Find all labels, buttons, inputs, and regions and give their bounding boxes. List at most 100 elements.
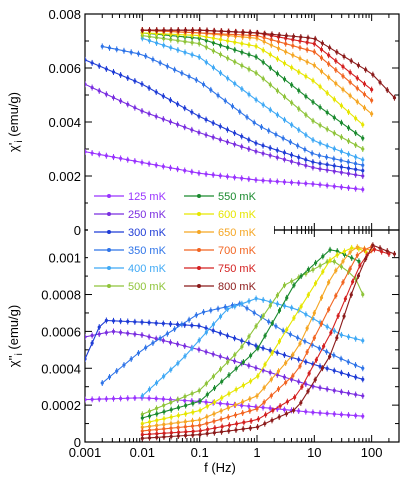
data-point [342, 314, 346, 318]
data-point [268, 300, 272, 304]
y-tick-label-imag: 0.0006 [41, 324, 81, 339]
y-tick-label-real: 0.002 [48, 169, 81, 184]
data-point [233, 413, 238, 417]
data-point [270, 418, 274, 422]
data-point [349, 293, 353, 297]
data-point [268, 348, 272, 352]
data-point [230, 104, 235, 108]
data-point [183, 28, 188, 32]
data-point [248, 409, 252, 413]
data-point [319, 322, 324, 326]
data-point [147, 35, 152, 39]
data-point [204, 326, 208, 330]
data-point [392, 252, 397, 256]
data-point [261, 144, 265, 148]
data-point [348, 80, 352, 84]
data-point [361, 292, 365, 297]
data-point [176, 405, 181, 410]
legend: 125 mK 250 mK 300 mK 350 mK 400 mK 500 mK 550 … [88, 186, 274, 294]
data-point [314, 261, 318, 265]
data-point [204, 38, 208, 43]
data-point [277, 33, 281, 37]
data-point [306, 389, 310, 393]
data-point [176, 397, 180, 402]
data-point [233, 82, 237, 86]
data-point [197, 388, 201, 393]
data-point [212, 431, 216, 435]
data-point [298, 341, 302, 346]
data-point [256, 417, 260, 421]
data-point [261, 103, 265, 107]
data-point [312, 336, 316, 340]
data-point [247, 138, 251, 142]
data-point [318, 105, 322, 109]
data-point [339, 104, 344, 108]
data-point [247, 404, 251, 408]
data-point [361, 136, 365, 140]
legend-label: 600 mK [218, 209, 257, 221]
data-point [119, 330, 123, 335]
data-point [107, 46, 112, 50]
data-point [313, 378, 317, 382]
data-point [356, 274, 361, 278]
data-point [298, 364, 302, 368]
data-point [327, 307, 331, 312]
data-point [219, 409, 223, 413]
data-point [262, 36, 266, 40]
data-point [183, 420, 187, 424]
data-point [218, 124, 222, 128]
data-point [339, 333, 344, 337]
data-point [140, 416, 144, 420]
data-point [211, 374, 216, 379]
data-point [262, 40, 266, 44]
legend-swatch-marker [197, 248, 201, 252]
data-point [201, 310, 206, 314]
series-line-real-2 [85, 59, 363, 172]
data-point [342, 252, 347, 257]
data-point [227, 29, 231, 34]
data-point [183, 50, 187, 54]
legend-swatch-marker [197, 194, 201, 198]
data-point [332, 369, 336, 373]
data-point [318, 386, 322, 390]
data-point [341, 74, 345, 78]
data-point [282, 118, 287, 122]
data-point [282, 408, 287, 412]
data-point [107, 375, 112, 379]
data-point [140, 28, 144, 32]
data-point [342, 249, 347, 254]
data-point [169, 368, 173, 372]
data-point [155, 435, 159, 439]
data-point [245, 115, 249, 119]
data-point [225, 334, 230, 338]
data-point [198, 399, 202, 403]
data-point [169, 426, 173, 430]
data-point [147, 162, 151, 166]
data-point [129, 357, 133, 361]
data-point [240, 134, 244, 138]
data-point [115, 47, 119, 51]
data-point [346, 373, 351, 377]
data-point [342, 54, 346, 59]
data-point [282, 77, 287, 81]
series-group-real [85, 27, 397, 193]
data-point [97, 152, 101, 156]
data-point [351, 280, 355, 284]
data-point [184, 412, 188, 416]
data-point [263, 362, 267, 367]
data-point [282, 375, 287, 379]
data-point [290, 66, 294, 70]
data-point [119, 396, 123, 401]
data-point [240, 302, 244, 306]
data-point [212, 400, 217, 404]
data-point [254, 324, 258, 328]
data-point [212, 412, 216, 416]
data-point [247, 334, 251, 339]
data-point [318, 183, 322, 187]
data-point [254, 98, 258, 102]
data-point [147, 428, 152, 432]
data-point [312, 42, 316, 46]
data-point [227, 429, 231, 433]
data-point [354, 155, 358, 159]
data-point [254, 141, 258, 145]
